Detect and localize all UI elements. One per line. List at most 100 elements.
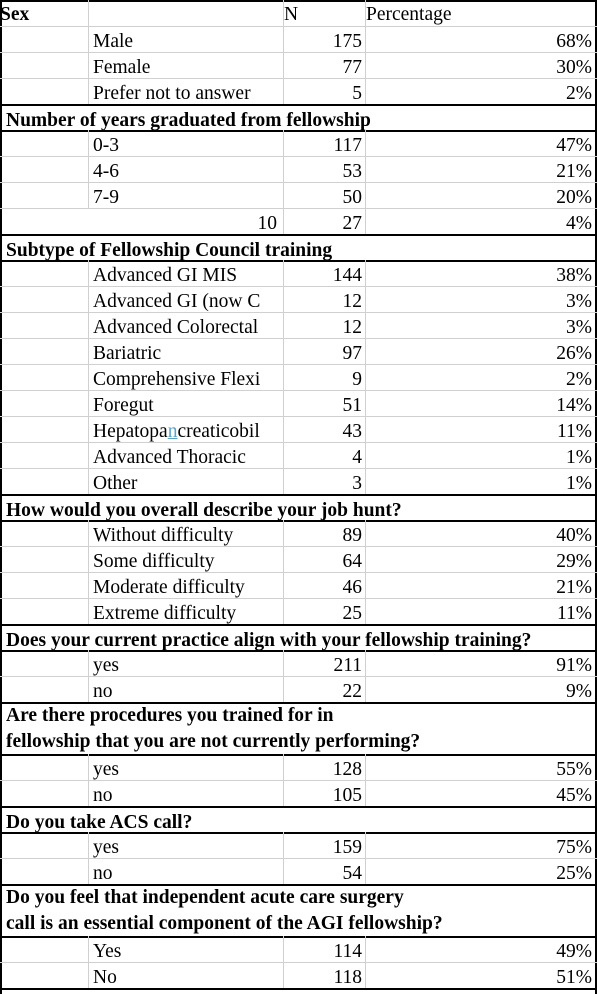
row-percentage-text: 47% xyxy=(556,134,592,156)
section-rule-1 xyxy=(0,104,597,106)
row-label: Foregut xyxy=(88,390,283,416)
row-count: 25 xyxy=(283,598,365,624)
row-indent xyxy=(0,832,88,858)
header-sex-text: Sex xyxy=(0,3,30,25)
row-indent xyxy=(0,52,88,78)
row-percentage: 49% xyxy=(365,936,597,962)
row-label-text: Comprehensive Flexi xyxy=(93,368,261,390)
header-sex: Sex xyxy=(0,0,88,26)
section-title-line: call is an essential component of the AG… xyxy=(6,913,443,934)
header-percentage-text: Percentage xyxy=(366,3,452,25)
section-rule-5 xyxy=(0,702,597,704)
row-label: Other xyxy=(88,468,283,494)
row-percentage-text: 75% xyxy=(556,836,592,858)
row-count: 12 xyxy=(283,312,365,338)
header-percentage: Percentage xyxy=(365,0,597,26)
row-count: 46 xyxy=(283,572,365,598)
row-count-text: 12 xyxy=(342,290,363,312)
row-percentage-text: 55% xyxy=(556,758,592,780)
row-label: 0-3 xyxy=(88,130,283,156)
row-label-text: Moderate difficulty xyxy=(93,576,245,598)
row-count: 118 xyxy=(283,962,365,988)
row-label-text: yes xyxy=(93,758,119,780)
row-count-text: 51 xyxy=(342,394,363,416)
table-row: Prefer not to answer 5 2% xyxy=(0,78,597,104)
row-rule xyxy=(0,546,597,547)
row-indent xyxy=(0,286,88,312)
row-percentage-text: 11% xyxy=(556,420,592,442)
row-count-text: 114 xyxy=(333,940,362,962)
row-percentage-text: 21% xyxy=(556,160,592,182)
row-rule xyxy=(0,338,597,339)
section-title-rule-5 xyxy=(0,754,597,756)
row-count: 43 xyxy=(283,416,365,442)
row-indent xyxy=(0,364,88,390)
row-percentage-text: 3% xyxy=(566,316,592,338)
row-count: 53 xyxy=(283,156,365,182)
row-indent xyxy=(0,962,88,988)
row-count: 97 xyxy=(283,338,365,364)
row-count-text: 53 xyxy=(342,160,363,182)
row-label: yes xyxy=(88,832,283,858)
table-row: 0-3 117 47% xyxy=(0,130,597,156)
row-label-text: Some difficulty xyxy=(93,550,215,572)
row-rule xyxy=(0,390,597,391)
table-row: Bariatric 97 26% xyxy=(0,338,597,364)
row-indent xyxy=(0,468,88,494)
row-label-text: Extreme difficulty xyxy=(93,602,237,624)
row-percentage-text: 30% xyxy=(556,56,592,78)
row-indent xyxy=(0,650,88,676)
table-row: Moderate difficulty 46 21% xyxy=(0,572,597,598)
row-indent xyxy=(0,858,88,884)
row-label-text: Male xyxy=(93,30,134,52)
table-row: Hepatopancreaticobil 43 11% xyxy=(0,416,597,442)
table-row: no 22 9% xyxy=(0,676,597,702)
row-label: Without difficulty xyxy=(88,520,283,546)
table-row: yes 128 55% xyxy=(0,754,597,780)
row-indent xyxy=(0,182,88,208)
row-label: Comprehensive Flexi xyxy=(88,364,283,390)
row-label-text: 10 xyxy=(257,212,278,234)
table-row: yes 159 75% xyxy=(0,832,597,858)
row-indent xyxy=(0,416,88,442)
section-title-line: Does your current practice align with yo… xyxy=(6,629,532,651)
row-count: 175 xyxy=(283,26,365,52)
row-count-text: 5 xyxy=(352,82,362,104)
row-label-text: Advanced Colorectal xyxy=(93,316,259,338)
row-label: no xyxy=(88,676,283,702)
row-percentage-text: 9% xyxy=(566,680,592,702)
table-row: Advanced GI MIS 144 38% xyxy=(0,260,597,286)
section-title: How would you overall describe your job … xyxy=(0,494,597,520)
row-percentage: 47% xyxy=(365,130,597,156)
row-rule xyxy=(0,676,597,677)
row-label: Extreme difficulty xyxy=(88,598,283,624)
row-label: Female xyxy=(88,52,283,78)
row-indent xyxy=(0,780,88,806)
section-title-line: Do you feel that independent acute care … xyxy=(6,887,404,908)
row-percentage: 2% xyxy=(365,78,597,104)
row-indent xyxy=(0,26,88,52)
row-percentage: 21% xyxy=(365,156,597,182)
row-label-text: no xyxy=(93,784,113,806)
row-label-text: 7-9 xyxy=(93,186,119,208)
row-label-part: Hepatopa xyxy=(93,420,168,442)
row-label: Bariatric xyxy=(88,338,283,364)
section-title: Number of years graduated from fellowshi… xyxy=(0,104,597,130)
row-percentage-text: 14% xyxy=(556,394,592,416)
row-percentage: 26% xyxy=(365,338,597,364)
section-rule-4 xyxy=(0,624,597,626)
row-rule xyxy=(0,858,597,859)
table-row: 10 27 4% xyxy=(0,208,597,234)
row-label-part: creaticobil xyxy=(177,420,260,442)
row-count: 128 xyxy=(283,754,365,780)
row-count-text: 105 xyxy=(332,784,362,806)
row-count-text: 50 xyxy=(342,186,363,208)
row-count-text: 128 xyxy=(332,758,362,780)
row-indent xyxy=(0,156,88,182)
table-row: Without difficulty 89 40% xyxy=(0,520,597,546)
row-rule xyxy=(0,572,597,573)
row-indent xyxy=(0,520,88,546)
row-label: yes xyxy=(88,754,283,780)
row-label: Some difficulty xyxy=(88,546,283,572)
row-count: 12 xyxy=(283,286,365,312)
